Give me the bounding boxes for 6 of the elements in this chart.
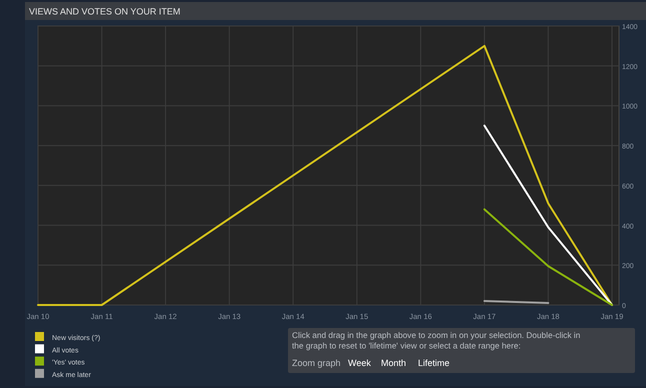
text: Lifetime [418, 358, 450, 368]
text: Click and drag in the graph above to zoom in on your selection. Double-click in the graph to reset to 'lifetime' view or select a date range here: [292, 330, 581, 350]
chart-title: VIEWS AND VOTES ON YOUR ITEM [29, 6, 180, 16]
text: Month [381, 358, 406, 368]
text: Week [348, 358, 372, 368]
text: Zoom graph [292, 358, 341, 368]
